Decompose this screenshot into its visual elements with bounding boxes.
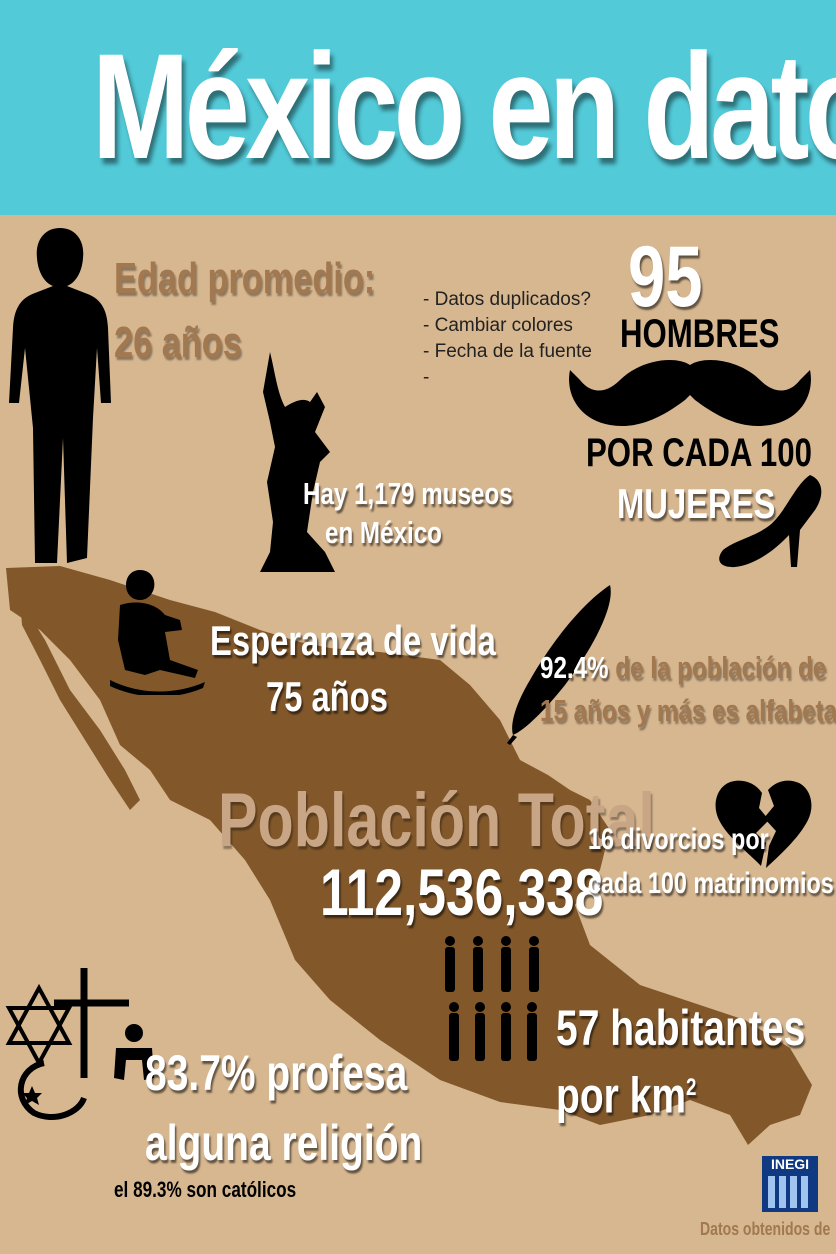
hombres-label: HOMBRES xyxy=(620,312,780,356)
note-item: - Cambiar colores xyxy=(423,315,573,336)
edad-value: 26 años xyxy=(114,318,242,367)
note-item: - Fecha de la fuente xyxy=(423,341,592,362)
museos-line2: en México xyxy=(325,515,442,550)
hombres-por-cada: POR CADA 100 xyxy=(586,431,812,475)
hombres-number: 95 xyxy=(628,229,703,325)
poblacion-value: 112,536,338 xyxy=(320,855,604,929)
source-label: Datos obtenidos de xyxy=(700,1219,831,1239)
religion-symbols-icon xyxy=(5,968,154,1120)
sculpture-icon xyxy=(260,352,335,572)
rocking-chair-icon xyxy=(110,570,205,695)
museos-line1: Hay 1,179 museos xyxy=(303,476,513,511)
page-title: México en datos xyxy=(91,22,836,190)
title-banner xyxy=(0,0,836,215)
inegi-logo-text: INEGI xyxy=(770,1156,810,1172)
notes-list: - Datos duplicados? - Cambiar colores - … xyxy=(423,287,592,391)
broken-heart-icon xyxy=(715,780,812,868)
edad-label: Edad promedio: xyxy=(114,254,376,303)
religion-line1: 83.7% profesa xyxy=(145,1045,408,1101)
hombres-mujeres: MUJERES xyxy=(617,480,776,527)
high-heel-icon xyxy=(719,475,822,568)
alfabeta-line2: 15 años y más es alfabeta xyxy=(540,693,836,728)
habitantes-line1: 57 habitantes xyxy=(556,1000,806,1056)
alfabeta-line1: 92.4% de la población de xyxy=(540,650,827,685)
inegi-logo: INEGI xyxy=(762,1156,818,1212)
divorcios-line2: cada 100 matrinomios xyxy=(588,867,834,900)
poblacion-label: Población Total xyxy=(218,778,655,863)
esperanza-line2: 75 años xyxy=(266,673,389,720)
feather-pen-icon xyxy=(507,585,611,745)
habitantes-sup: 2 xyxy=(686,1074,697,1101)
esperanza-line1: Esperanza de vida xyxy=(210,617,496,664)
habitantes-line2: por km2 xyxy=(556,1067,697,1124)
note-item: - Datos duplicados? xyxy=(423,289,591,310)
divorcios-line1: 16 divorcios por xyxy=(588,823,769,856)
religion-line2: alguna religión xyxy=(145,1115,423,1171)
man-silhouette-icon xyxy=(9,228,111,563)
mustache-icon xyxy=(569,360,811,426)
note-item: - xyxy=(423,367,430,388)
religion-line3: el 89.3% son católicos xyxy=(114,1177,297,1202)
people-silhouettes-icon xyxy=(445,936,539,1061)
